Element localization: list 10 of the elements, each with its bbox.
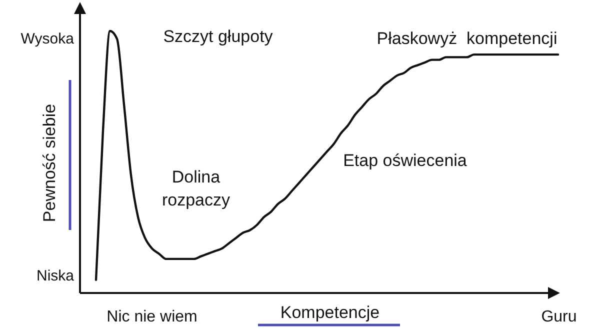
text: Wysoka	[20, 30, 75, 48]
text: Niska	[36, 267, 75, 284]
x-axis-title: Kompetencje	[280, 303, 380, 322]
text: Guru	[541, 308, 577, 326]
annotation: Etap oświecenia	[343, 150, 468, 170]
y-axis-title: Pewność siebie	[40, 104, 59, 222]
annotation: Płaskowyż kompetencji	[376, 28, 558, 48]
text: Nic nie wiem	[106, 308, 198, 326]
annotation: Dolina rozpaczy	[162, 167, 231, 210]
annotation: Szczyt głupoty	[163, 26, 274, 46]
